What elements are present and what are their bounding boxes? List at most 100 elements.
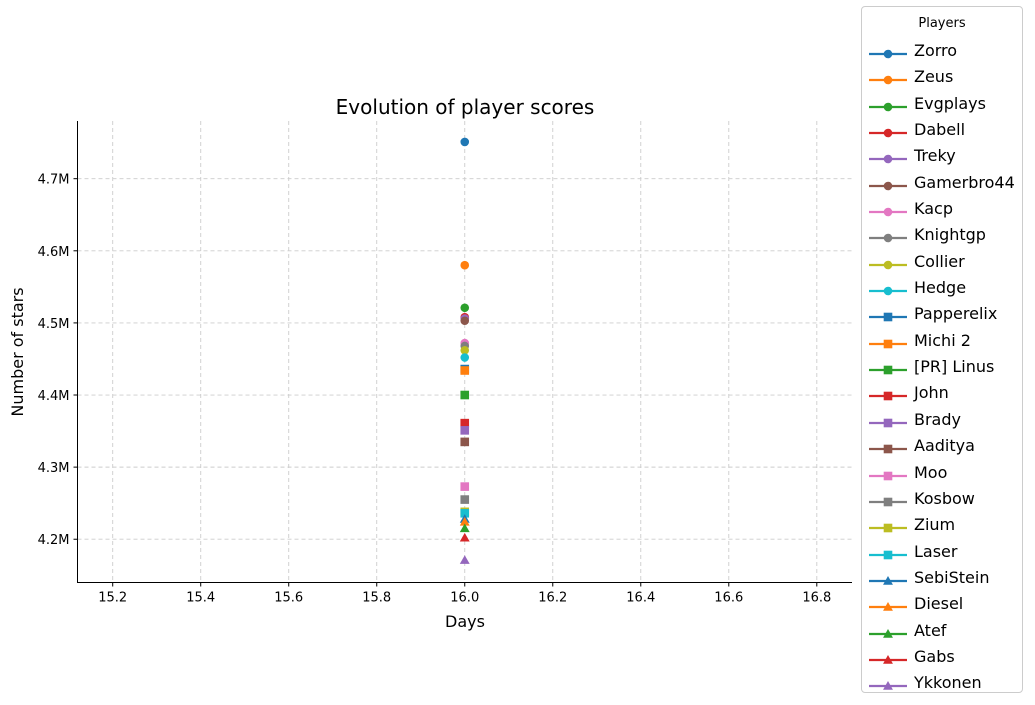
legend-swatch: [869, 365, 907, 375]
legend-swatch: [869, 234, 907, 243]
legend-label: Gamerbro44: [914, 172, 1015, 192]
legend-swatch: [869, 575, 907, 585]
legend-item: SebiStein: [862, 567, 1022, 593]
legend-label: Laser: [914, 541, 958, 561]
legend-marker: [883, 497, 893, 507]
data-point: [460, 137, 470, 147]
data-point: [460, 437, 470, 447]
data-point: [460, 260, 470, 270]
legend-swatch: [869, 339, 907, 349]
legend-swatch: [869, 49, 907, 59]
legend: Players Zorro Zeus Evgplays Dabell Treky Game…: [861, 6, 1023, 693]
legend-swatch: [869, 550, 907, 559]
legend-marker: [883, 76, 893, 85]
data-point: [459, 555, 470, 564]
legend-label: Hedge: [914, 278, 967, 298]
legend-item: Aaditya: [862, 435, 1022, 461]
legend-swatch: [869, 128, 907, 138]
legend-items: Zorro Zeus Evgplays Dabell Treky Gamerbro44 Ka…: [862, 40, 1022, 699]
legend-label: Evgplays: [914, 93, 986, 113]
x-axis-label: Days: [445, 612, 485, 631]
legend-label: Ykkonen: [914, 673, 982, 693]
legend-label: Zeus: [914, 67, 954, 87]
legend-label: Gabs: [914, 646, 955, 666]
data-point: [460, 316, 470, 326]
legend-marker: [883, 207, 893, 217]
legend-label: Treky: [914, 146, 956, 166]
legend-swatch: [869, 418, 907, 428]
data-point: [460, 482, 470, 491]
legend-marker: [883, 471, 893, 480]
legend-item: Michi 2: [862, 330, 1022, 356]
legend-label: John: [914, 383, 949, 403]
legend-item: Kacp: [862, 198, 1022, 224]
x-tick-label: 16.0: [450, 591, 479, 606]
legend-marker: [883, 286, 893, 296]
data-point: [460, 353, 470, 362]
legend-item: Treky: [862, 145, 1022, 171]
y-axis-label: Number of stars: [8, 287, 27, 416]
legend-swatch: [869, 471, 907, 480]
data-point: [460, 303, 470, 313]
x-tick-label: 16.2: [538, 591, 567, 606]
y-tick-label: 4.6M: [38, 245, 70, 260]
x-tick-label: 16.6: [714, 591, 743, 606]
legend-marker: [883, 260, 893, 270]
legend-swatch: [869, 654, 907, 664]
legend-item: Diesel: [862, 593, 1022, 619]
data-point: [460, 390, 470, 400]
y-tick-label: 4.4M: [38, 389, 70, 404]
legend-label: Brady: [914, 409, 961, 429]
legend-swatch: [869, 313, 907, 322]
x-tick-label: 15.4: [186, 591, 215, 606]
y-tick-label: 4.5M: [38, 317, 70, 332]
chart-title: Evolution of player scores: [336, 95, 595, 119]
data-point: [460, 366, 470, 375]
legend-label: Aaditya: [914, 436, 975, 456]
legend-label: Zorro: [914, 41, 958, 60]
legend-marker: [883, 654, 893, 664]
legend-item: Kosbow: [862, 488, 1022, 514]
legend-marker: [883, 681, 893, 690]
legend-swatch: [869, 681, 907, 690]
data-point: [459, 516, 470, 526]
data-point: [459, 523, 470, 533]
legend-item: Ykkonen: [862, 672, 1022, 698]
legend-item: Papperelix: [862, 303, 1022, 329]
legend-label: Kacp: [914, 199, 953, 219]
legend-marker: [883, 365, 893, 375]
y-ticks: 4.2M 4.3M 4.4M 4.5M 4.6M 4.7M: [38, 173, 78, 548]
legend-label: [PR] Linus: [914, 357, 995, 377]
legend-title: Players: [918, 16, 966, 31]
data-point: [460, 508, 470, 518]
legend-marker: [883, 628, 893, 638]
legend-marker: [883, 102, 893, 111]
legend-swatch: [869, 286, 907, 296]
legend-swatch: [869, 628, 907, 638]
x-tick-label: 15.8: [362, 591, 391, 606]
legend-item: Knightgp: [862, 224, 1022, 250]
legend-label: SebiStein: [914, 567, 990, 587]
legend-swatch: [869, 392, 907, 401]
legend-marker: [883, 128, 893, 138]
data-points: [459, 137, 470, 564]
legend-marker: [883, 523, 893, 533]
data-point: [460, 426, 470, 435]
legend-label: Dabell: [914, 120, 966, 140]
legend-item: [PR] Linus: [862, 356, 1022, 382]
y-tick-label: 4.3M: [38, 461, 70, 476]
legend-label: Michi 2: [914, 330, 971, 350]
legend-marker: [883, 155, 893, 164]
legend-label: Kosbow: [914, 488, 975, 508]
legend-item: Zorro: [862, 40, 1022, 66]
legend-swatch: [869, 76, 907, 85]
legend-marker: [883, 575, 893, 585]
legend-item: Dabell: [862, 119, 1022, 145]
legend-item: Atef: [862, 620, 1022, 646]
legend-item: Zeus: [862, 66, 1022, 92]
x-tick-label: 16.8: [802, 591, 831, 606]
legend-label: Collier: [914, 251, 965, 271]
legend-item: Collier: [862, 251, 1022, 277]
legend-item: Hedge: [862, 277, 1022, 303]
